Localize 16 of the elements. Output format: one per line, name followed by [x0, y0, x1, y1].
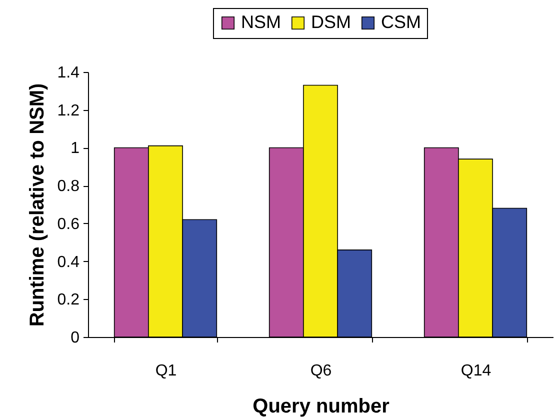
y-axis-title: Runtime (relative to NSM)	[26, 83, 48, 327]
x-axis-title: Query number	[252, 396, 390, 417]
x-tick-label: Q6	[310, 362, 332, 380]
y-tick-label: 0.6	[57, 216, 80, 233]
y-tick-label: 1.4	[57, 64, 80, 82]
y-tick-label: 1.2	[57, 102, 80, 120]
x-tick-label: Q1	[155, 362, 177, 380]
legend-label: CSM	[381, 12, 421, 32]
y-tick-label: 0	[70, 330, 80, 346]
y-tick-label: 0.4	[57, 254, 80, 271]
x-tick-label: Q14	[460, 362, 492, 380]
y-tick-label: 1	[70, 140, 80, 158]
y-tick-label: 0.8	[57, 178, 80, 196]
legend-label: NSM	[241, 12, 281, 32]
y-tick-label: 0.2	[57, 292, 80, 309]
legend-label: DSM	[311, 12, 351, 32]
